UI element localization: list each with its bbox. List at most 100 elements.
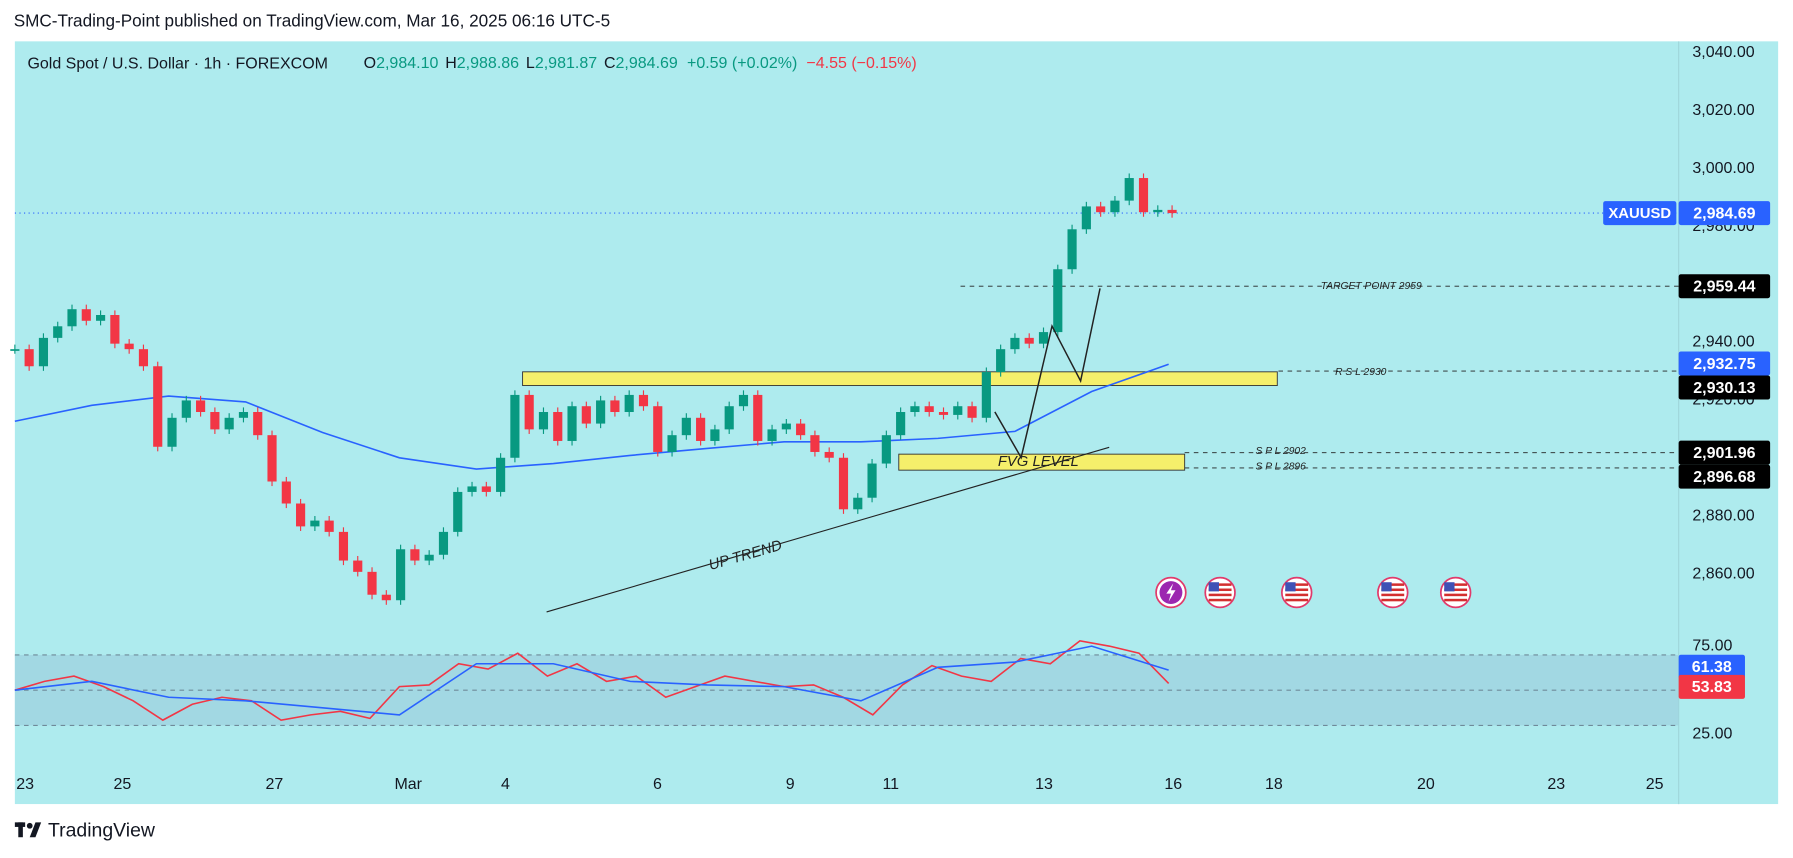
candle [924,406,934,413]
candle [1096,206,1106,213]
candle [467,486,477,492]
candle [1138,178,1149,213]
flag-stripe [1444,588,1468,592]
candle [567,406,577,441]
candle [138,349,149,367]
symbol-title: Gold Spot / U.S. Dollar · 1h · FOREXCOM [27,55,328,72]
price-label: 2,896.68 [1693,469,1755,486]
event-icon [1377,576,1409,609]
candle [838,457,849,510]
candle [781,423,791,430]
candle [1153,209,1163,213]
annotation: S P L 2896 [1256,462,1307,473]
legend-key: C [604,55,616,72]
flag-canton [1444,582,1455,592]
moving-average [14,363,1169,470]
price-label: 2,901.96 [1693,445,1755,462]
candle [167,417,177,447]
x-tick-label: 13 [1035,776,1053,793]
y-tick-label: 3,000.00 [1692,160,1754,177]
price-label-box [1678,464,1771,489]
candle [738,394,749,407]
candle [381,594,391,601]
rsi-tick-label: 75.00 [1692,637,1732,654]
flag-stripe [1285,583,1309,586]
flag-stripe [1208,593,1232,597]
flag-stripe [1381,583,1405,586]
symbol-label-box [1603,201,1677,226]
x-tick-label: 18 [1265,776,1283,793]
candle [453,491,463,532]
flag-stripe [1208,588,1232,592]
annotation: S P L 2902 [1256,446,1307,457]
candle [1067,229,1077,270]
x-tick-label: 11 [882,776,899,793]
event-icon [1439,576,1472,609]
price-label-box [1678,440,1771,465]
legend-value: 2,984.10 [376,55,438,72]
rsi-label-box [1678,674,1745,699]
candle [281,481,291,504]
x-tick-label: 4 [501,776,510,793]
rsi-label: 61.38 [1692,659,1732,676]
legend-key: L [526,55,535,72]
candle [724,406,734,430]
x-tick-label: 20 [1417,776,1435,793]
candle [10,349,20,351]
candle [996,349,1006,373]
candle [696,417,706,441]
legend-value: 2,984.69 [616,55,678,72]
candle [524,394,534,430]
candle [67,309,77,327]
candle [224,417,234,430]
candle [910,406,920,413]
candle [1024,337,1034,344]
flag-stripe [1381,593,1405,597]
publisher: SMC-Trading-Point published on TradingVi… [14,10,610,30]
flag-stripe [1444,593,1468,597]
symbol-label: XAUUSD [1608,206,1671,222]
candle [1124,178,1134,201]
candle [538,412,549,430]
x-tick-label: 23 [16,776,34,793]
candle [638,394,649,407]
event-icon [1281,576,1313,609]
annotation: TARGET POINT 2959 [1321,281,1422,292]
x-tick-label: 9 [786,776,795,793]
candle [496,457,506,492]
candle [681,417,691,436]
x-tick-label: 25 [113,776,131,793]
x-tick-label: 27 [266,776,284,793]
y-tick-label: 3,020.00 [1692,102,1754,119]
candle [853,497,863,510]
flag-stripe [1285,593,1309,597]
candle [938,412,949,415]
candle [896,412,906,436]
legend-change: −4.55 (−0.15%) [806,55,916,72]
event-icon [1204,576,1236,609]
candle [367,571,377,595]
candle [953,406,963,415]
candle [396,549,406,601]
uptrend-line [546,446,1110,613]
flag-stripe [1444,598,1468,602]
candle [710,429,720,441]
y-tick-label: 2,860.00 [1692,565,1754,582]
candle [824,451,834,458]
candle [867,463,877,498]
candle [881,435,891,464]
price-label-box [1678,351,1771,376]
candle [253,412,263,436]
candle [210,412,220,430]
legend-value: 2,988.86 [457,55,519,72]
price-label: 2,930.13 [1693,380,1755,397]
y-tick-label: 2,880.00 [1692,507,1754,524]
price-label: 2,984.69 [1693,205,1755,222]
legend-value: 2,981.87 [535,55,597,72]
candle [1167,209,1177,214]
y-tick-label: 2,940.00 [1692,334,1754,351]
logo [14,822,42,838]
candle [410,549,420,561]
rsi-tick-label: 25.00 [1692,725,1732,742]
candle [981,372,991,418]
